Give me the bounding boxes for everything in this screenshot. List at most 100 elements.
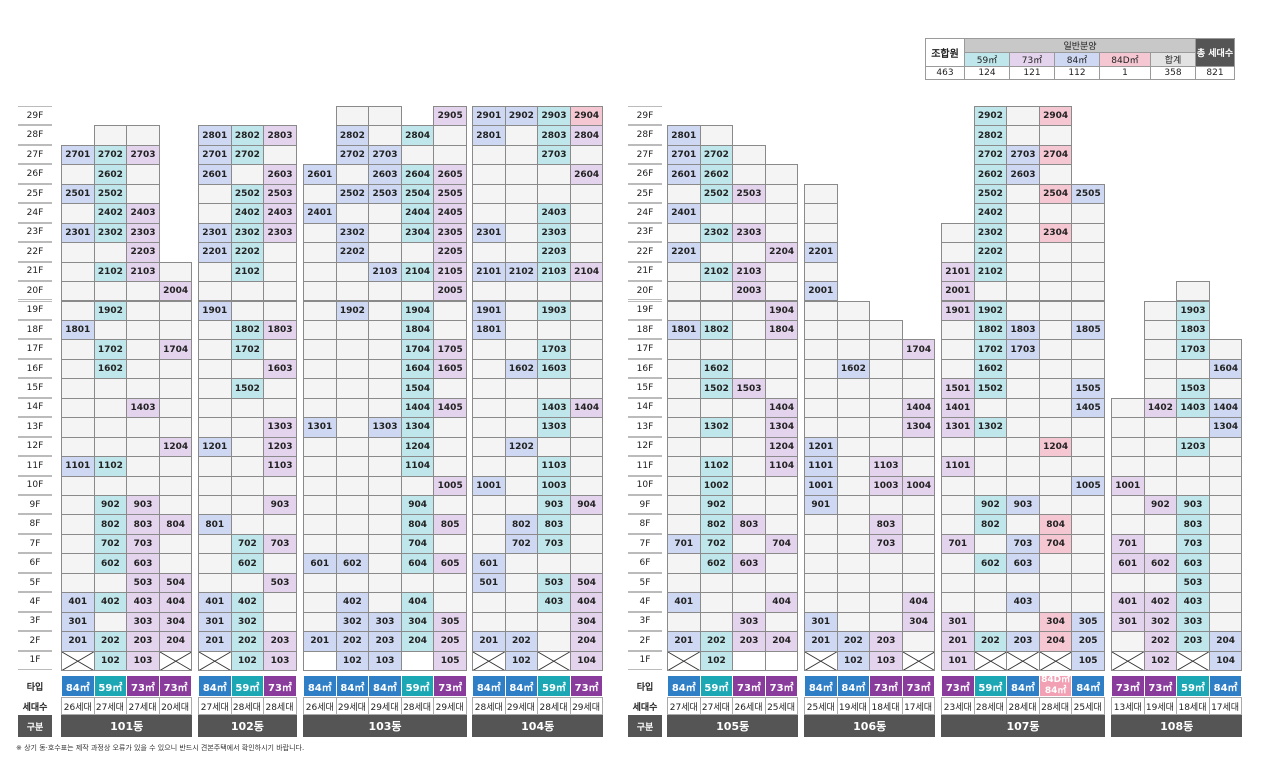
blank-cell — [667, 261, 701, 283]
blank-cell — [869, 592, 903, 613]
unit-cell: 2603 — [263, 164, 297, 185]
type-label: 73㎡ — [732, 675, 766, 698]
blank-cell — [158, 378, 193, 399]
unit-count: 25세대 — [1071, 697, 1105, 716]
unit-cell: 2503 — [368, 183, 402, 205]
blank-cell — [61, 358, 95, 380]
blank-cell — [303, 222, 337, 244]
blank-cell — [433, 417, 467, 438]
unit-cell: 2603 — [1006, 164, 1040, 185]
blank-cell — [1038, 164, 1073, 185]
unit-cell: 2603 — [368, 164, 402, 185]
blank-cell — [1143, 300, 1178, 321]
unit-cell: 2703 — [1006, 144, 1040, 166]
unit-cell: 903 — [537, 495, 571, 516]
blank-cell — [198, 553, 232, 574]
unit-cell: 203 — [263, 631, 297, 652]
unit-cell: 2803 — [263, 125, 297, 146]
blank-cell — [263, 592, 297, 613]
total-label: 총 세대수 — [1195, 38, 1235, 67]
blank-cell — [732, 144, 766, 166]
floor-label: 6F — [18, 553, 52, 573]
unit-cell: 903 — [263, 495, 297, 516]
blank-cell — [61, 514, 95, 535]
blank-cell — [804, 183, 838, 205]
blank-cell — [941, 592, 975, 613]
blank-cell — [1006, 378, 1040, 399]
empty-unit-cross — [158, 650, 193, 672]
unit-count: 29세대 — [504, 697, 539, 716]
floor-label: 24F — [628, 203, 662, 223]
floor-label: 8F — [628, 514, 662, 534]
unit-cell: 1704 — [400, 339, 435, 360]
blank-cell — [667, 436, 701, 458]
blank-cell — [1038, 592, 1073, 613]
unit-cell: 205 — [433, 631, 467, 652]
blank-cell — [667, 495, 701, 516]
blank-cell — [158, 261, 193, 283]
unit-cell: 203 — [732, 631, 766, 652]
empty-unit-cross — [198, 650, 232, 672]
blank-cell — [569, 300, 604, 321]
unit-cell: 2801 — [198, 125, 232, 146]
blank-cell — [1143, 378, 1178, 399]
floor-label: 1F — [628, 650, 662, 671]
unit-cell: 401 — [667, 592, 701, 613]
blank-cell — [93, 417, 128, 438]
blank-cell — [198, 495, 232, 516]
blank-cell — [263, 144, 297, 166]
unit-cell: 404 — [400, 592, 435, 613]
unit-cell: 2305 — [433, 222, 467, 244]
blank-cell — [61, 495, 95, 516]
unit-cell: 102 — [335, 650, 370, 672]
blank-cell — [667, 339, 701, 360]
unit-cell: 2503 — [732, 183, 766, 205]
blank-cell — [1038, 397, 1073, 419]
general-value-total: 358 — [1150, 66, 1196, 80]
blank-cell — [198, 417, 232, 438]
blank-cell — [230, 436, 265, 458]
unit-cell: 1805 — [1071, 319, 1105, 341]
blank-cell — [1143, 475, 1178, 496]
blank-cell — [1038, 495, 1073, 516]
floor-label: 12F — [18, 436, 52, 457]
blank-cell — [1006, 242, 1040, 263]
floor-label: 22F — [18, 242, 52, 262]
blank-cell — [93, 319, 128, 341]
floor-label: 25F — [628, 183, 662, 204]
unit-cell: 1703 — [537, 339, 571, 360]
empty-unit-cross — [804, 650, 838, 672]
blank-cell — [764, 281, 799, 302]
blank-cell — [973, 436, 1008, 458]
unit-cell: 2401 — [303, 203, 337, 224]
blank-cell — [804, 592, 838, 613]
total-value: 821 — [1195, 66, 1235, 80]
blank-cell — [941, 436, 975, 458]
blank-cell — [836, 592, 871, 613]
blank-cell — [1038, 319, 1073, 341]
blank-cell — [303, 650, 337, 672]
blank-cell — [126, 281, 160, 302]
type-label: 84㎡ — [1208, 675, 1243, 698]
blank-cell — [732, 242, 766, 263]
unit-cell: 2504 — [1038, 183, 1073, 205]
blank-cell — [368, 300, 402, 321]
blank-cell — [1006, 417, 1040, 438]
blank-cell — [1038, 242, 1073, 263]
unit-cell: 703 — [1176, 533, 1210, 555]
unit-cell: 1704 — [901, 339, 936, 360]
unit-cell: 2502 — [230, 183, 265, 205]
blank-cell — [764, 378, 799, 399]
unit-cell: 1304 — [400, 417, 435, 438]
empty-unit-cross — [667, 650, 701, 672]
unit-cell: 602 — [93, 553, 128, 574]
blank-cell — [1006, 358, 1040, 380]
unit-cell: 1403 — [537, 397, 571, 419]
unit-count: 25세대 — [764, 697, 799, 716]
unit-cell: 2301 — [472, 222, 506, 244]
blank-cell — [941, 475, 975, 496]
blank-cell — [732, 397, 766, 419]
unit-cell: 1605 — [433, 358, 467, 380]
floor-label: 18F — [18, 319, 52, 340]
unit-cell: 2501 — [61, 183, 95, 205]
